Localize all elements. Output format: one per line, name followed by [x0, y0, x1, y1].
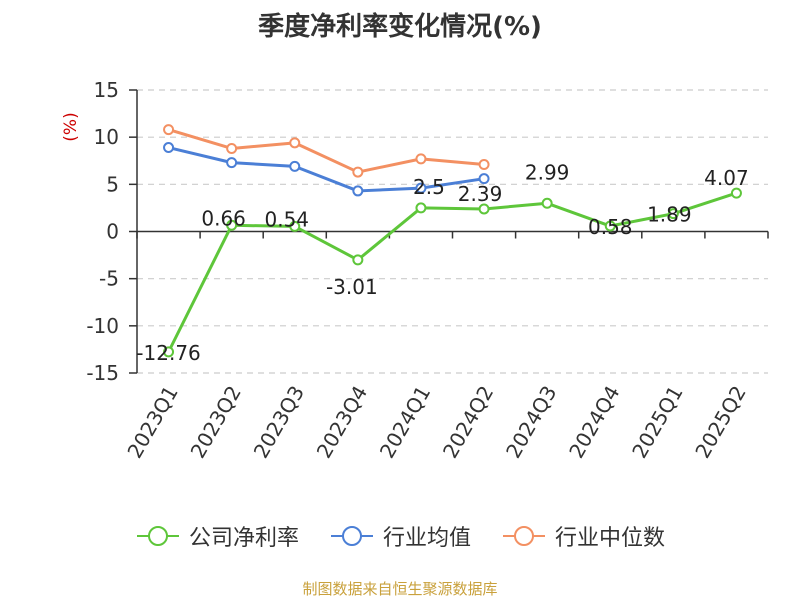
legend-label: 行业均值 [382, 526, 471, 551]
data-labels: -12.76 0.66 0.54 -3.01 2.5 2.39 2.99 0.58 1.89 4.… [136, 160, 748, 365]
legend-marker [503, 526, 545, 546]
legend: 公司净利率 行业均值 行业中位数 [0, 520, 800, 552]
x-tick-label: 2024Q3 [501, 382, 561, 463]
data-point[interactable] [226, 219, 238, 231]
data-point[interactable] [289, 220, 301, 232]
chart-title: 季度净利率变化情况(%) [258, 12, 542, 42]
data-label: -12.76 [136, 341, 200, 365]
y-axis-label: (%) [61, 112, 81, 141]
data-point[interactable] [478, 203, 490, 215]
legend-label: 行业中位数 [555, 526, 666, 551]
x-tick-label: 2024Q1 [375, 382, 435, 463]
x-tick-label: 2025Q2 [690, 382, 750, 463]
y-tick-label: 5 [106, 172, 119, 196]
source-note: 制图数据来自恒生聚源数据库 [302, 580, 498, 598]
x-tick-label: 2023Q3 [249, 382, 309, 463]
series-line [168, 146, 485, 193]
data-label: 0.54 [264, 207, 309, 231]
data-label: 0.58 [588, 215, 633, 239]
data-label: 2.99 [525, 160, 570, 184]
data-label: 4.07 [704, 166, 749, 190]
data-point[interactable] [352, 166, 364, 178]
x-tick-label: 2023Q2 [186, 382, 246, 463]
x-tick-label: 2023Q1 [122, 382, 182, 463]
series-line [168, 128, 485, 174]
data-point[interactable] [289, 137, 301, 149]
y-tick-label: 15 [94, 78, 119, 102]
data-label: 1.89 [647, 203, 692, 227]
series-line [167, 191, 737, 353]
legend-marker [330, 526, 373, 546]
data-point[interactable] [163, 142, 175, 154]
data-point[interactable] [289, 160, 301, 172]
x-tick-label: 2024Q2 [438, 382, 498, 463]
legend-item[interactable]: 行业均值 [329, 520, 471, 552]
data-point[interactable] [415, 153, 427, 165]
y-tick-label: 0 [106, 220, 119, 244]
data-point[interactable] [352, 185, 364, 197]
y-tick-label: -10 [86, 314, 119, 338]
data-point[interactable] [478, 159, 490, 171]
data-point[interactable] [352, 254, 364, 266]
x-tick-label: 2023Q4 [312, 382, 372, 463]
x-tick-label: 2025Q1 [627, 382, 687, 463]
data-label: 0.66 [201, 206, 246, 230]
axes: 15 10 5 0 -5 -10 -15 (%) 2023Q1 2023Q2 2023Q3 2023Q… [61, 78, 769, 463]
data-point[interactable] [163, 346, 175, 358]
data-point[interactable] [226, 142, 238, 154]
y-tick-label: -15 [86, 361, 119, 385]
data-point[interactable] [163, 124, 175, 136]
y-tick-label: -5 [99, 267, 119, 291]
x-tick-label: 2024Q4 [564, 382, 624, 463]
legend-item[interactable]: 公司净利率 [135, 520, 299, 552]
data-point[interactable] [604, 220, 616, 232]
data-label: 2.39 [458, 182, 503, 206]
data-point[interactable] [226, 157, 238, 169]
legend-marker [136, 526, 179, 546]
data-point[interactable] [667, 208, 679, 220]
legend-label: 公司净利率 [188, 526, 299, 551]
data-label: -3.01 [326, 275, 378, 299]
series [163, 124, 742, 358]
data-point[interactable] [415, 182, 427, 194]
data-point[interactable] [541, 197, 553, 209]
legend-item[interactable]: 行业中位数 [501, 520, 665, 552]
y-tick-label: 10 [94, 125, 119, 149]
data-point[interactable] [415, 202, 427, 214]
data-label: 2.5 [413, 175, 445, 199]
data-point[interactable] [478, 173, 490, 185]
data-point[interactable] [730, 187, 742, 199]
